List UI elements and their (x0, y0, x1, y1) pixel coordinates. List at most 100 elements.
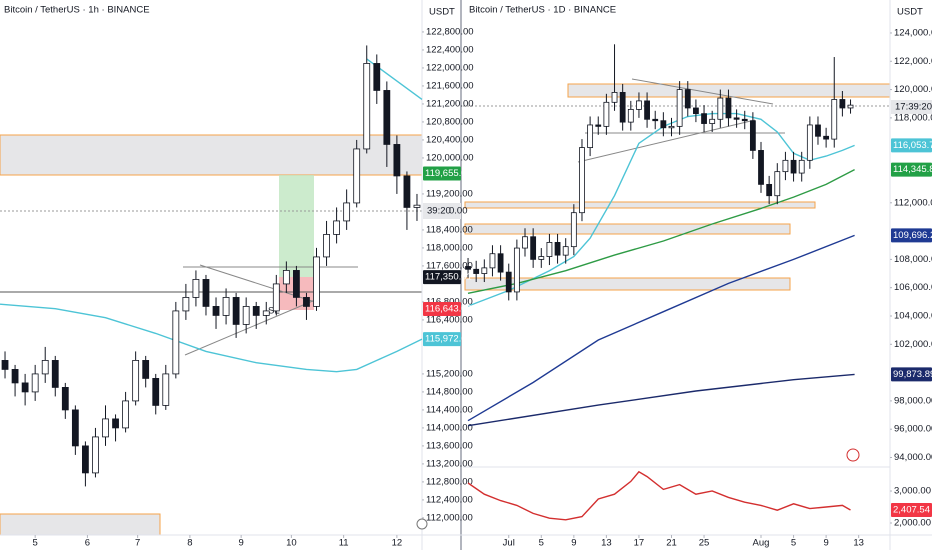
x-tick-label: 5 (539, 538, 544, 549)
y-tick-label: 120,800.00 (426, 116, 474, 127)
candle-body (293, 270, 300, 298)
candle-body (595, 124, 602, 127)
y-tick-label: 116,800.00 (426, 296, 473, 307)
candle-body (21, 382, 29, 393)
candle-body (766, 183, 773, 197)
candle-body (636, 100, 642, 110)
candle-body (393, 144, 401, 177)
price-badge (891, 367, 932, 382)
candle-body (619, 92, 626, 123)
price-badge-label: 99,873.89 (893, 369, 932, 380)
y-tick-label: 3,000.00 (894, 486, 931, 497)
candle-body (192, 279, 200, 298)
candle-body (31, 373, 39, 393)
ma-line (467, 234, 855, 422)
candle-body (162, 373, 170, 406)
candle-body (182, 297, 190, 312)
candle-body (481, 267, 488, 274)
zone (0, 134, 423, 176)
candle-body (383, 90, 391, 145)
candle-body (815, 124, 821, 137)
y-tick-label: 122,800.00 (426, 26, 474, 37)
x-tick-label: 11 (339, 538, 349, 549)
price-badge-label: 109,696.25 (893, 230, 932, 241)
y-tick-label: 122,000.00 (426, 62, 474, 73)
candle-body (839, 99, 846, 109)
zone (464, 223, 791, 235)
y-tick-label: 118,000.00 (894, 112, 932, 123)
y-tick-label: 112,000.00 (426, 512, 473, 523)
alert-icon[interactable] (846, 448, 860, 462)
x-tick-label: 9 (823, 538, 828, 549)
y-tick-label: 116,400.00 (426, 314, 473, 325)
current-price: 0.00 (449, 206, 468, 217)
x-tick-label: 7 (135, 538, 140, 549)
chart-title: Bitcoin / TetherUS · 1D · BINANCE (469, 5, 616, 16)
candle-body (343, 202, 351, 222)
settings-icon[interactable] (416, 518, 428, 530)
ma-line (467, 373, 855, 427)
y-tick-label: 114,000.00 (426, 422, 473, 433)
x-tick-label: 12 (392, 538, 403, 549)
candle-body (373, 63, 381, 91)
candle-body (603, 101, 610, 127)
candle-body (132, 360, 140, 402)
price-badge (423, 301, 461, 316)
candle-body (497, 253, 504, 273)
price-badge-label: 116,643.00 (425, 304, 472, 315)
y-tick-label: 121,200.00 (426, 98, 474, 109)
trendline (577, 119, 756, 163)
candle-body (798, 159, 805, 174)
candle-body (652, 118, 659, 122)
y-tick-label: 120,000.00 (894, 84, 932, 95)
x-tick-label: Jul (503, 538, 515, 549)
x-tick-label: 13 (853, 538, 864, 549)
y-tick-label: 113,200.00 (426, 458, 473, 469)
candle-body (232, 297, 240, 325)
candle-body (611, 92, 618, 103)
y-tick-label: 112,000.00 (894, 197, 932, 208)
y-tick-label: 2,000.00 (894, 518, 931, 529)
countdown-badge (891, 100, 932, 114)
candle-body (323, 234, 330, 258)
x-tick-label: 17 (634, 538, 645, 549)
y-tick-label: 115,200.00 (426, 368, 473, 379)
candle-body (749, 120, 756, 151)
candle-body (717, 97, 724, 120)
y-tick-label: 118,000.00 (426, 242, 473, 253)
candle-body (142, 360, 150, 379)
zone (464, 277, 791, 291)
candle-body (644, 100, 650, 120)
candle-body (333, 220, 340, 235)
x-tick-label: 21 (666, 538, 677, 549)
candle-body (403, 175, 411, 208)
x-tick-label: 6 (85, 538, 90, 549)
zone (0, 513, 161, 536)
y-tick-label: 98,000.00 (894, 395, 932, 406)
candle-body (303, 297, 310, 307)
y-tick-label: 117,600.00 (426, 260, 473, 271)
candle-body (505, 271, 512, 293)
candle-body (546, 242, 553, 257)
y-tick-label: 119,200.00 (426, 188, 473, 199)
price-badge (891, 162, 932, 177)
y-tick-label: 122,000.00 (894, 56, 932, 67)
candle-body (272, 283, 280, 312)
candle-body (112, 418, 119, 429)
candle-body (92, 436, 99, 474)
x-tick-label: 5 (33, 538, 38, 549)
candle-body (41, 360, 49, 375)
candle-body (538, 256, 545, 260)
x-tick-label: 13 (601, 538, 612, 549)
candle-body (172, 310, 180, 375)
y-tick-label: 102,000.00 (894, 339, 932, 350)
y-tick-label: 112,800.00 (426, 476, 473, 487)
countdown: 17:39:20 (895, 102, 932, 113)
candle-body (152, 378, 160, 406)
y-tick-label: 120,000.00 (426, 152, 474, 163)
candle-body (252, 306, 260, 316)
candle-body (262, 310, 270, 316)
candle-body (313, 256, 320, 307)
candle-body (741, 118, 748, 122)
price-badge (423, 332, 461, 347)
